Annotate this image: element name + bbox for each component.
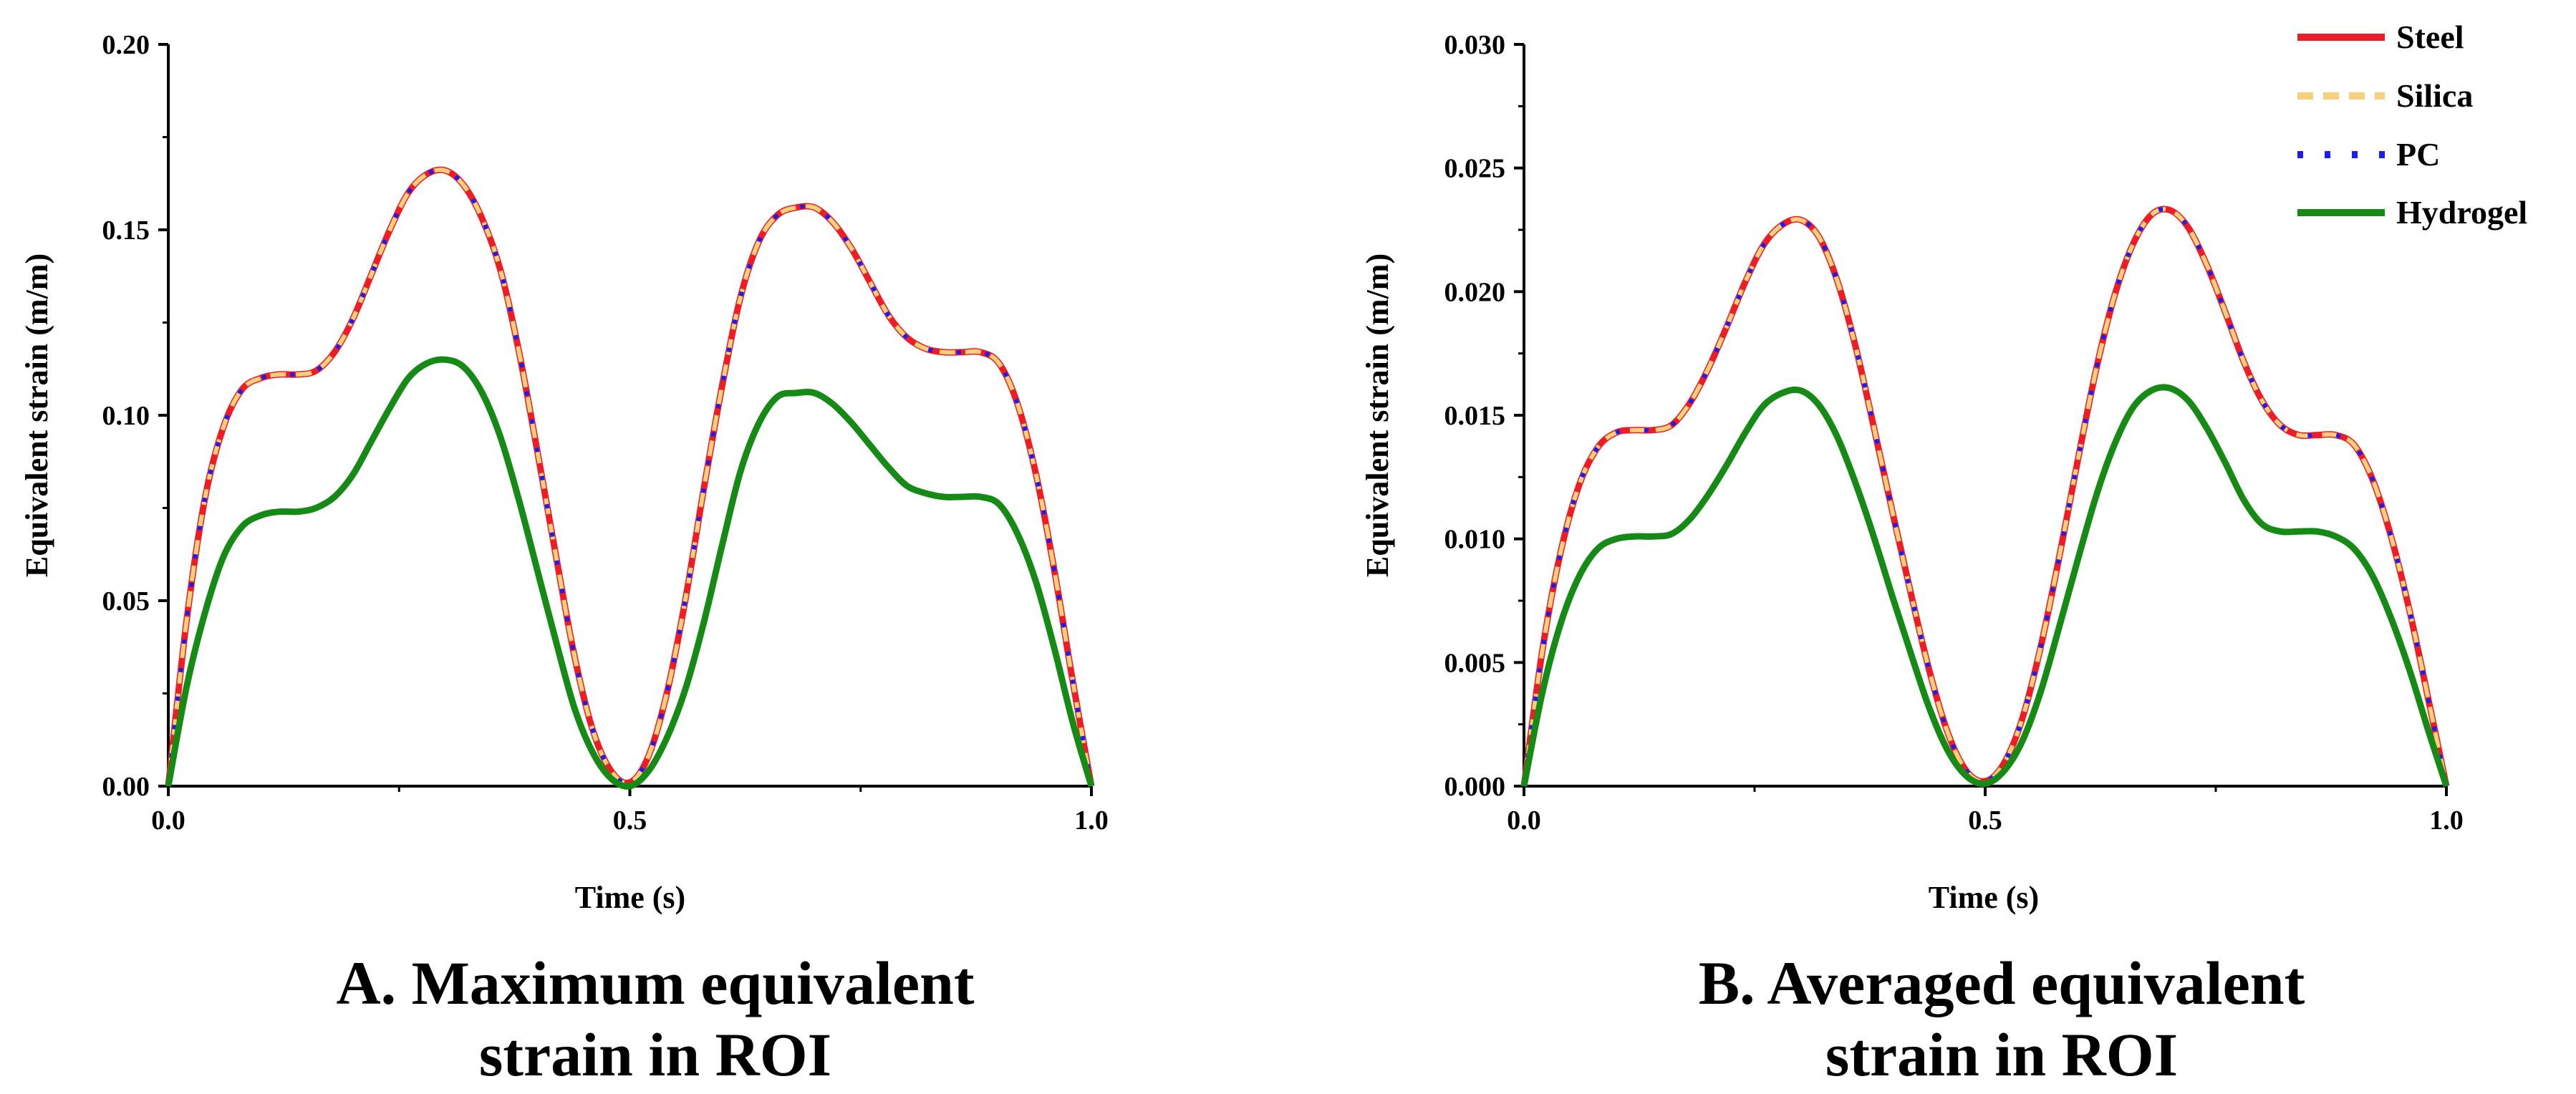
panel-a-series-silica (166, 168, 1094, 787)
panel-a: 0.00 0.05 0.10 0.15 0.20 0.0 0.5 1.0 Time (s) E… (19, 30, 1109, 1089)
panel-b-series-steel (1520, 205, 2450, 787)
panel-a-y-tick-label: 0.15 (102, 216, 150, 246)
panel-b-x-axis-label: Time (s) (1929, 880, 2039, 915)
panel-a-y-axis-label: Equivalent strain (m/m) (19, 253, 54, 577)
panel-b-caption-line-2: strain in ROI (1825, 1020, 2178, 1089)
panel-a-ticks: 0.00 0.05 0.10 0.15 0.20 0.0 0.5 1.0 (102, 30, 1109, 836)
panel-a-y-tick-label: 0.05 (102, 586, 150, 616)
panel-a-axes (167, 44, 1091, 788)
panel-a-caption-line-2: strain in ROI (479, 1020, 831, 1089)
panel-b-y-tick-label: 0.015 (1444, 401, 1506, 431)
legend-label-silica: Silica (2396, 77, 2473, 114)
panel-b-lines (1520, 205, 2450, 788)
panel-b-series-hydrogel (1520, 384, 2450, 788)
panel-b-series-pc (1522, 207, 2449, 787)
panel-b-y-axis-label: Equivalent strain (m/m) (1360, 253, 1395, 577)
panel-a-lines (165, 166, 1095, 790)
panel-a-x-tick-label: 0.0 (151, 805, 185, 836)
panel-b-caption-line-1: B. Averaged equivalent (1699, 949, 2305, 1017)
panel-b-y-tick-label: 0.020 (1444, 277, 1506, 307)
panel-a-x-tick-label: 0.5 (613, 805, 647, 836)
panel-a-y-tick-label: 0.20 (102, 30, 150, 60)
panel-b-axes (1523, 44, 2446, 788)
panel-b-y-tick-label: 0.010 (1444, 525, 1506, 555)
panel-b-x-tick-label: 0.5 (1968, 805, 2002, 836)
panel-b-y-tick-label: 0.030 (1444, 30, 1506, 60)
panel-a-x-axis-label: Time (s) (575, 880, 685, 915)
panel-b-x-tick-label: 1.0 (2429, 805, 2464, 836)
panel-b-y-tick-label: 0.005 (1444, 648, 1506, 678)
legend-label-hydrogel: Hydrogel (2396, 194, 2527, 231)
panel-a-series-hydrogel (165, 356, 1095, 790)
panel-b-y-tick-label: 0.025 (1444, 154, 1506, 184)
panel-a-series-steel (165, 166, 1095, 787)
panel-b-ticks: 0.000 0.005 0.010 0.015 0.020 0.025 0.030 0.0 0.… (1444, 30, 2464, 836)
legend-label-steel: Steel (2396, 19, 2464, 55)
panel-a-series-pc (166, 168, 1094, 787)
panel-b-x-tick-label: 0.0 (1507, 805, 1541, 836)
panel-a-caption-line-1: A. Maximum equivalent (336, 949, 974, 1017)
panel-a-x-tick-label: 1.0 (1074, 805, 1109, 836)
legend-label-pc: PC (2396, 136, 2440, 173)
panel-b: 0.000 0.005 0.010 0.015 0.020 0.025 0.030 0.0 0.… (1360, 30, 2464, 1089)
panel-b-series-silica (1522, 207, 2449, 787)
panel-b-y-tick-label: 0.000 (1444, 772, 1506, 802)
panel-a-y-tick-label: 0.00 (102, 772, 150, 802)
legend: Steel Silica PC Hydrogel (2297, 19, 2527, 231)
panel-a-y-tick-label: 0.10 (102, 401, 150, 431)
